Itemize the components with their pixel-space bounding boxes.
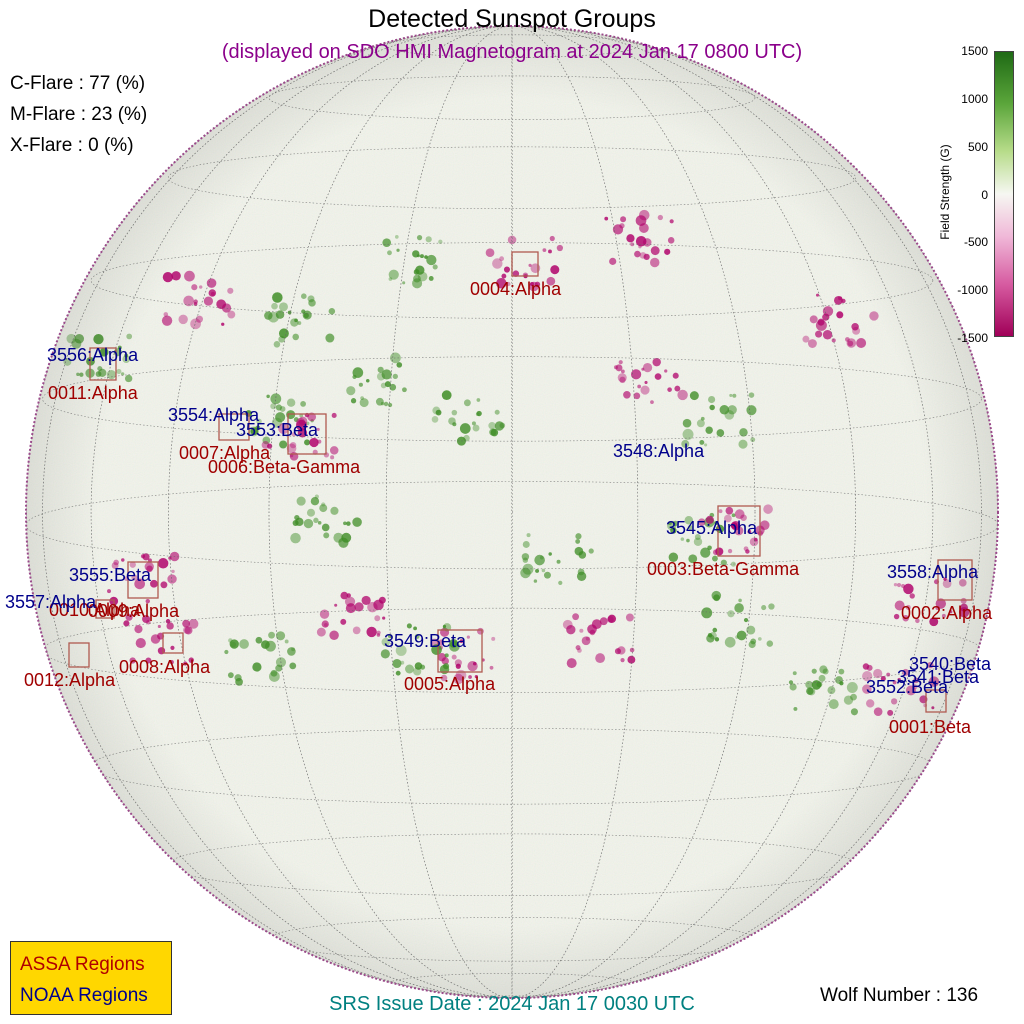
noaa-region-label: 3548:Alpha bbox=[613, 441, 705, 461]
region-box bbox=[162, 632, 184, 654]
chart-title: Detected Sunspot Groups bbox=[368, 5, 656, 33]
region-box bbox=[218, 413, 250, 441]
colorbar-tick: 500 bbox=[967, 140, 988, 154]
legend-noaa-label: NOAA Regions bbox=[20, 985, 148, 1006]
colorbar-tick: -1500 bbox=[957, 331, 988, 345]
assa-region-label: 0001:Beta bbox=[889, 717, 972, 737]
region-box bbox=[937, 559, 973, 601]
noaa-region-label: 3555:Beta bbox=[69, 565, 152, 585]
region-box bbox=[717, 505, 761, 557]
region-box bbox=[127, 561, 159, 599]
region-box bbox=[287, 413, 327, 455]
assa-region-label: 0009:Alpha bbox=[88, 601, 180, 621]
region-box bbox=[925, 689, 947, 713]
assa-region-label: 0004:Alpha bbox=[470, 279, 562, 299]
colorbar-tick: 1500 bbox=[961, 44, 988, 58]
noaa-region-label: 3545:Alpha bbox=[666, 518, 758, 538]
wolf-number: Wolf Number : 136 bbox=[820, 985, 979, 1006]
chart-subtitle: (displayed on SDO HMI Magnetogram at 202… bbox=[221, 41, 803, 63]
noaa-region-label: 3558:Alpha bbox=[887, 562, 979, 582]
field-strength-colorbar bbox=[994, 51, 1014, 337]
region-box bbox=[95, 599, 115, 619]
assa-region-label: 0006:Beta-Gamma bbox=[208, 457, 361, 477]
assa-region-label: 0007:Alpha bbox=[179, 443, 271, 463]
region-box bbox=[437, 629, 483, 673]
c-flare-probability: C-Flare : 77 (%) bbox=[10, 73, 146, 94]
srs-issue-date: SRS Issue Date : 2024 Jan 17 0030 UTC bbox=[329, 993, 695, 1015]
assa-region-label: 0011:Alpha bbox=[48, 383, 138, 403]
noaa-region-label: 3552:Beta bbox=[866, 677, 949, 697]
noaa-region-label: 3541:Beta bbox=[897, 667, 980, 687]
m-flare-probability: M-Flare : 23 (%) bbox=[10, 104, 148, 125]
colorbar-tick: -1000 bbox=[957, 283, 988, 297]
colorbar-tick: 0 bbox=[981, 188, 988, 202]
colorbar-label: Field Strength (G) bbox=[938, 144, 952, 240]
assa-region-label: 0010:Alpha bbox=[49, 600, 141, 620]
noaa-region-label: 3556:Alpha bbox=[47, 345, 139, 365]
assa-region-label: 0005:Alpha bbox=[404, 674, 496, 694]
colorbar-tick: 1000 bbox=[961, 92, 988, 106]
noaa-region-label: 3549:Beta bbox=[384, 631, 467, 651]
noaa-region-label: 3553:Beta bbox=[236, 420, 319, 440]
x-flare-probability: X-Flare : 0 (%) bbox=[10, 135, 134, 156]
region-legend bbox=[10, 941, 172, 1015]
assa-region-label: 0008:Alpha bbox=[119, 657, 211, 677]
noaa-region-label: 3554:Alpha bbox=[168, 405, 260, 425]
assa-region-label: 0012:Alpha bbox=[24, 670, 116, 690]
assa-region-label: 0003:Beta-Gamma bbox=[647, 559, 800, 579]
noaa-region-label: 3557:Alpha bbox=[5, 592, 97, 612]
region-box bbox=[511, 251, 539, 277]
colorbar-tick: -500 bbox=[963, 235, 988, 249]
region-box bbox=[68, 642, 90, 668]
assa-region-label: 0002:Alpha bbox=[901, 603, 993, 623]
noaa-region-label: 3540:Beta bbox=[909, 654, 992, 674]
legend-assa-label: ASSA Regions bbox=[20, 954, 145, 975]
region-box bbox=[89, 347, 117, 381]
